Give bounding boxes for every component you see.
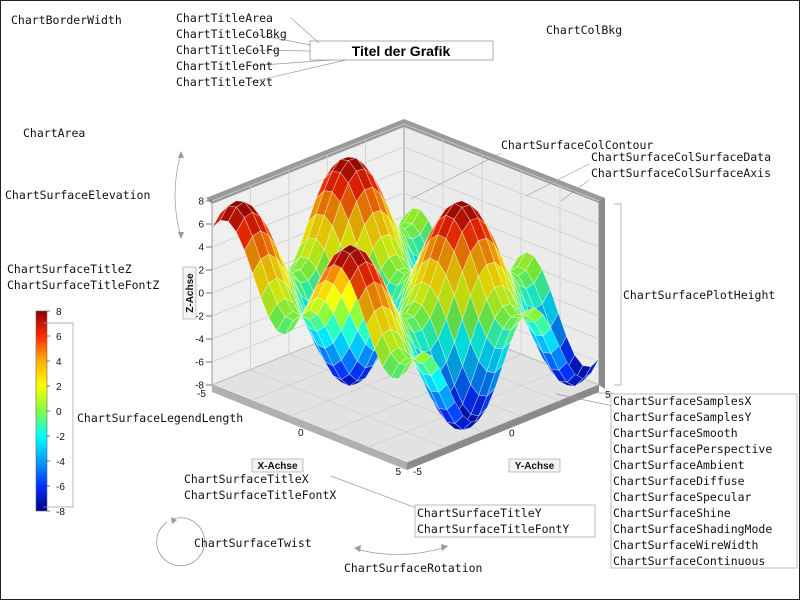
x-tick-label: 0	[298, 428, 304, 439]
surface-title-font-x-label: ChartSurfaceTitleFontX	[184, 488, 336, 502]
col-contour-label: ChartSurfaceColContour	[501, 138, 653, 152]
legend-tick-label: 2	[56, 382, 62, 393]
svg-text:Y-Achse: Y-Achse	[515, 461, 555, 472]
z-tick-label: -2	[195, 312, 204, 323]
legend-tick-label: -2	[56, 432, 65, 443]
annotation-labels: ChartBorderWidth ChartTitleArea ChartTit…	[5, 11, 775, 575]
surface-title-y-label: ChartSurfaceTitleY	[417, 506, 542, 520]
chart-area-label: ChartArea	[23, 126, 85, 140]
surface-setting-label: ChartSurfacePerspective	[613, 442, 772, 456]
z-tick-label: 8	[198, 197, 204, 208]
z-tick-label: 2	[198, 266, 204, 277]
surface-setting-label: ChartSurfaceSamplesX	[613, 394, 752, 408]
title-text-label: ChartTitleText	[176, 75, 273, 89]
surface-cell	[398, 356, 416, 380]
legend-tick-label: 6	[56, 332, 62, 343]
col-surface-axis-label: ChartSurfaceColSurfaceAxis	[591, 166, 771, 180]
legend-tick-label: 0	[56, 407, 62, 418]
legend-tick-label: -6	[56, 482, 65, 493]
surface-setting-label: ChartSurfaceAmbient	[613, 458, 745, 472]
surface-rotation-label: ChartSurfaceRotation	[344, 561, 482, 575]
z-tick-label: -6	[195, 358, 204, 369]
z-tick-label: 4	[198, 243, 204, 254]
wall-frame-right	[599, 198, 605, 389]
y-tick-label: 0	[509, 429, 515, 440]
z-tick-label: -8	[195, 381, 204, 392]
twist-circle	[156, 517, 205, 567]
legend-length-label: ChartSurfaceLegendLength	[77, 411, 243, 425]
surface-setting-label: ChartSurfaceSmooth	[613, 426, 738, 440]
title-colfg-label: ChartTitleColFg	[176, 43, 280, 57]
surface-title-font-y-label: ChartSurfaceTitleFontY	[417, 522, 569, 536]
legend-tick-label: -4	[56, 457, 65, 468]
svg-text:Z-Achse: Z-Achse	[185, 273, 196, 313]
surface-setting-label: ChartSurfaceShine	[613, 506, 731, 520]
title-font-label: ChartTitleFont	[176, 59, 273, 73]
surface-setting-label: ChartSurfaceWireWidth	[613, 538, 758, 552]
x-tick-label: -5	[197, 389, 206, 400]
z-tick-label: -4	[195, 335, 204, 346]
x-tick-label: 5	[395, 467, 401, 478]
floor-frame-front-right	[407, 385, 599, 470]
surface-settings-list: ChartSurfaceSamplesX ChartSurfaceSamplesY…	[613, 394, 772, 568]
surface-setting-label: ChartSurfaceContinuous	[613, 554, 765, 568]
legend-tick-label: -8	[56, 507, 65, 518]
z-tick-label: 6	[198, 220, 204, 231]
surface-setting-label: ChartSurfaceDiffuse	[613, 474, 745, 488]
y-tick-label: -5	[413, 467, 422, 478]
title-colbkg-label: ChartTitleColBkg	[176, 27, 287, 41]
legend-tick-label: 8	[56, 307, 62, 318]
svg-text:X-Achse: X-Achse	[257, 461, 297, 472]
surface-setting-label: ChartSurfaceShadingMode	[613, 522, 772, 536]
annotation-arrows	[171, 151, 448, 552]
surface-elevation-label: ChartSurfaceElevation	[5, 188, 150, 202]
chart-title: Titel der Grafik	[309, 40, 494, 61]
legend-tick-label: 4	[56, 357, 62, 368]
surface-setting-label: ChartSurfaceSpecular	[613, 490, 752, 504]
surface-mesh	[211, 156, 600, 431]
title-area-label: ChartTitleArea	[176, 11, 273, 25]
surface-twist-label: ChartSurfaceTwist	[194, 536, 312, 550]
chart-border-width-label: ChartBorderWidth	[11, 13, 122, 27]
x-axis-title: X-Achse	[251, 458, 304, 473]
surface-setting-label: ChartSurfaceSamplesY	[613, 410, 752, 424]
col-surface-data-label: ChartSurfaceColSurfaceData	[591, 150, 771, 164]
surface-title-font-z-label: ChartSurfaceTitleFontZ	[7, 278, 159, 292]
z-axis-title: Z-Achse	[182, 266, 197, 320]
floor-frame-front-left	[212, 385, 407, 470]
surface-settings-box: ChartSurfaceSamplesX ChartSurfaceSamplesY…	[610, 393, 798, 569]
surface-title-x-label: ChartSurfaceTitleX	[184, 472, 309, 486]
z-tick-label: 0	[198, 289, 204, 300]
plot-height-label: ChartSurfacePlotHeight	[623, 288, 775, 302]
y-axis-title: Y-Achse	[508, 458, 561, 473]
svg-text:Titel der Grafik: Titel der Grafik	[352, 43, 451, 59]
color-legend: 8 6 4 2 0 -2 -4 -6 -8	[35, 307, 65, 518]
legend-tick-labels: 8 6 4 2 0 -2 -4 -6 -8	[47, 307, 65, 518]
surface-title-y-box: ChartSurfaceTitleY ChartSurfaceTitleFont…	[414, 504, 596, 538]
y-tick-label: 5	[605, 390, 611, 401]
chart-colbkg-label: ChartColBkg	[546, 23, 622, 37]
surface-title-z-label: ChartSurfaceTitleZ	[7, 262, 132, 276]
